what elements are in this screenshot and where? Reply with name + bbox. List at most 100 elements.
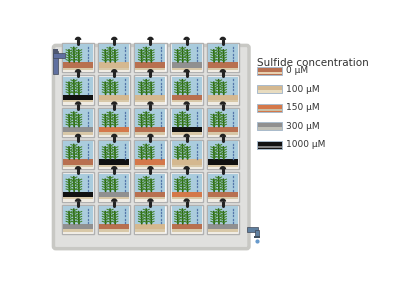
Bar bbox=[208, 44, 238, 62]
Bar bbox=[63, 44, 93, 62]
Bar bbox=[247, 227, 258, 232]
Bar bbox=[172, 77, 202, 95]
FancyBboxPatch shape bbox=[98, 205, 130, 234]
Bar bbox=[172, 141, 202, 159]
Bar bbox=[208, 167, 238, 169]
Bar bbox=[172, 174, 202, 192]
Bar bbox=[208, 77, 238, 95]
Bar bbox=[99, 174, 129, 192]
Bar bbox=[63, 165, 93, 167]
Bar bbox=[172, 199, 202, 202]
Bar bbox=[136, 132, 166, 135]
Bar bbox=[172, 224, 202, 230]
Bar bbox=[136, 167, 166, 169]
FancyBboxPatch shape bbox=[98, 108, 130, 137]
Bar bbox=[63, 224, 93, 230]
FancyBboxPatch shape bbox=[257, 85, 282, 93]
Bar bbox=[136, 232, 166, 234]
Bar bbox=[172, 68, 202, 70]
Bar bbox=[99, 232, 129, 234]
Bar bbox=[258, 109, 282, 111]
Bar bbox=[63, 159, 93, 165]
Bar bbox=[172, 192, 202, 197]
Bar bbox=[172, 44, 202, 62]
Bar bbox=[99, 141, 129, 159]
FancyBboxPatch shape bbox=[170, 205, 203, 234]
Bar bbox=[172, 167, 202, 169]
Bar bbox=[99, 127, 129, 132]
FancyBboxPatch shape bbox=[170, 172, 203, 202]
FancyBboxPatch shape bbox=[134, 205, 167, 234]
Bar bbox=[208, 232, 238, 234]
FancyBboxPatch shape bbox=[170, 43, 203, 72]
FancyBboxPatch shape bbox=[257, 67, 282, 75]
Bar bbox=[53, 53, 65, 58]
Bar bbox=[136, 68, 166, 70]
Bar bbox=[208, 135, 238, 137]
FancyBboxPatch shape bbox=[207, 140, 239, 169]
Bar bbox=[208, 199, 238, 202]
Bar bbox=[172, 206, 202, 224]
Bar bbox=[172, 102, 202, 105]
Bar bbox=[53, 49, 58, 53]
Bar bbox=[172, 62, 202, 68]
Bar bbox=[258, 91, 282, 93]
Bar bbox=[99, 199, 129, 202]
Bar bbox=[136, 77, 166, 95]
FancyBboxPatch shape bbox=[98, 75, 130, 105]
Bar bbox=[136, 135, 166, 137]
Bar bbox=[63, 109, 93, 127]
Bar bbox=[208, 70, 238, 72]
Bar bbox=[208, 197, 238, 199]
Bar bbox=[208, 230, 238, 232]
Bar bbox=[63, 192, 93, 197]
FancyBboxPatch shape bbox=[134, 172, 167, 202]
FancyBboxPatch shape bbox=[207, 108, 239, 137]
Bar bbox=[63, 167, 93, 169]
Bar bbox=[99, 230, 129, 232]
Bar bbox=[63, 62, 93, 68]
Bar bbox=[136, 70, 166, 72]
Bar bbox=[172, 159, 202, 165]
Bar bbox=[172, 132, 202, 135]
FancyBboxPatch shape bbox=[257, 104, 282, 112]
Text: 150 μM: 150 μM bbox=[286, 103, 320, 112]
FancyBboxPatch shape bbox=[62, 43, 94, 72]
Bar bbox=[208, 159, 238, 165]
Bar bbox=[63, 206, 93, 224]
Bar bbox=[208, 174, 238, 192]
Bar bbox=[99, 77, 129, 95]
Bar bbox=[136, 44, 166, 62]
Bar bbox=[208, 109, 238, 127]
FancyBboxPatch shape bbox=[98, 140, 130, 169]
Bar bbox=[254, 235, 260, 238]
FancyBboxPatch shape bbox=[170, 75, 203, 105]
Text: 300 μM: 300 μM bbox=[286, 122, 320, 131]
Bar bbox=[136, 109, 166, 127]
Bar bbox=[63, 127, 93, 132]
Bar bbox=[172, 230, 202, 232]
Bar bbox=[136, 230, 166, 232]
Bar bbox=[99, 62, 129, 68]
FancyBboxPatch shape bbox=[98, 172, 130, 202]
Bar bbox=[136, 206, 166, 224]
FancyBboxPatch shape bbox=[207, 43, 239, 72]
Bar bbox=[99, 44, 129, 62]
Bar bbox=[63, 100, 93, 102]
FancyBboxPatch shape bbox=[62, 140, 94, 169]
Bar bbox=[172, 70, 202, 72]
Bar bbox=[53, 51, 58, 74]
Bar bbox=[136, 224, 166, 230]
Bar bbox=[99, 206, 129, 224]
Bar bbox=[136, 199, 166, 202]
Bar bbox=[208, 165, 238, 167]
Bar bbox=[258, 127, 282, 130]
Bar bbox=[208, 100, 238, 102]
Bar bbox=[99, 68, 129, 70]
Bar bbox=[63, 197, 93, 199]
FancyBboxPatch shape bbox=[170, 108, 203, 137]
FancyBboxPatch shape bbox=[170, 140, 203, 169]
Bar bbox=[99, 132, 129, 135]
Text: 1000 μM: 1000 μM bbox=[286, 140, 325, 149]
Bar bbox=[99, 197, 129, 199]
